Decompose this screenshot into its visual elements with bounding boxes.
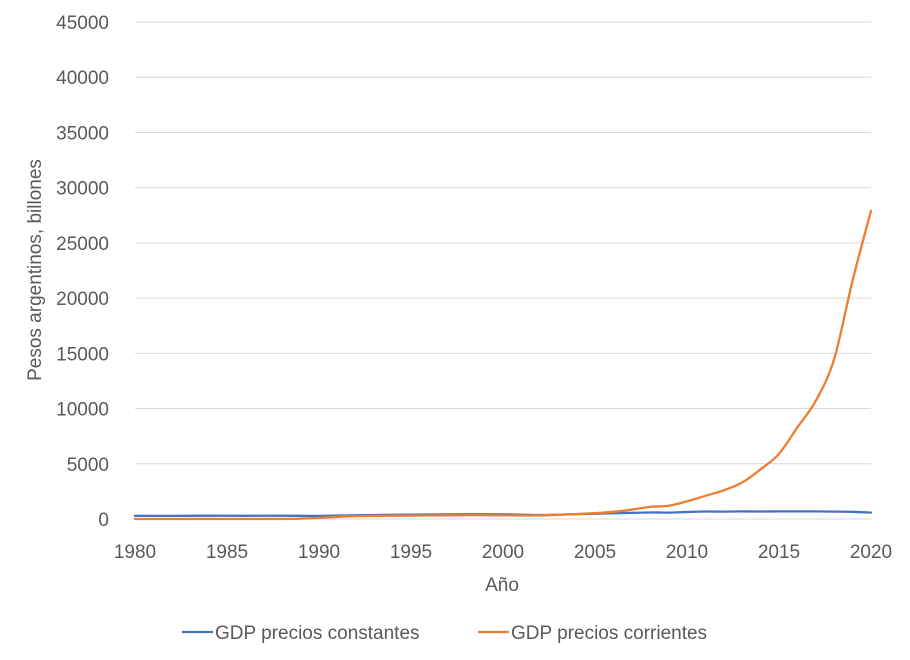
y-axis-title: Pesos argentinos, billones xyxy=(25,159,46,381)
y-tick-label: 35000 xyxy=(56,123,109,144)
x-tick-label: 2005 xyxy=(574,542,616,563)
x-tick-label: 2010 xyxy=(666,542,708,563)
y-tick-label: 25000 xyxy=(56,234,109,255)
y-tick-label: 40000 xyxy=(56,68,109,89)
y-tick-label: 10000 xyxy=(56,400,109,421)
y-tick-label: 45000 xyxy=(56,13,109,34)
x-tick-label: 1980 xyxy=(114,542,156,563)
y-tick-label: 20000 xyxy=(56,289,109,310)
legend-label-constantes: GDP precios constantes xyxy=(215,623,420,644)
y-tick-label: 30000 xyxy=(56,179,109,200)
y-tick-label: 15000 xyxy=(56,344,109,365)
x-axis-title: Año xyxy=(485,575,519,596)
x-tick-label: 1995 xyxy=(390,542,432,563)
x-tick-label: 2015 xyxy=(758,542,800,563)
x-tick-label: 2000 xyxy=(482,542,524,563)
series-lines xyxy=(133,209,873,521)
y-tick-label: 0 xyxy=(98,510,109,531)
x-tick-label: 1990 xyxy=(298,542,340,563)
series-line-gdp-precios-constantes xyxy=(133,510,873,518)
x-axis-ticks: 1980 1985 1990 1995 2000 2005 2010 2015 2020 xyxy=(114,542,892,563)
gridlines xyxy=(135,21,871,465)
legend: GDP precios constantes GDP precios corri… xyxy=(182,623,707,644)
x-tick-label: 1985 xyxy=(206,542,248,563)
series-line-gdp-precios-corrientes xyxy=(133,209,873,521)
x-tick-label: 2020 xyxy=(850,542,892,563)
y-tick-label: 5000 xyxy=(67,455,109,476)
y-axis-ticks: 0 5000 10000 15000 20000 25000 30000 35000 40000… xyxy=(56,13,109,531)
legend-label-corrientes: GDP precios corrientes xyxy=(511,623,707,644)
